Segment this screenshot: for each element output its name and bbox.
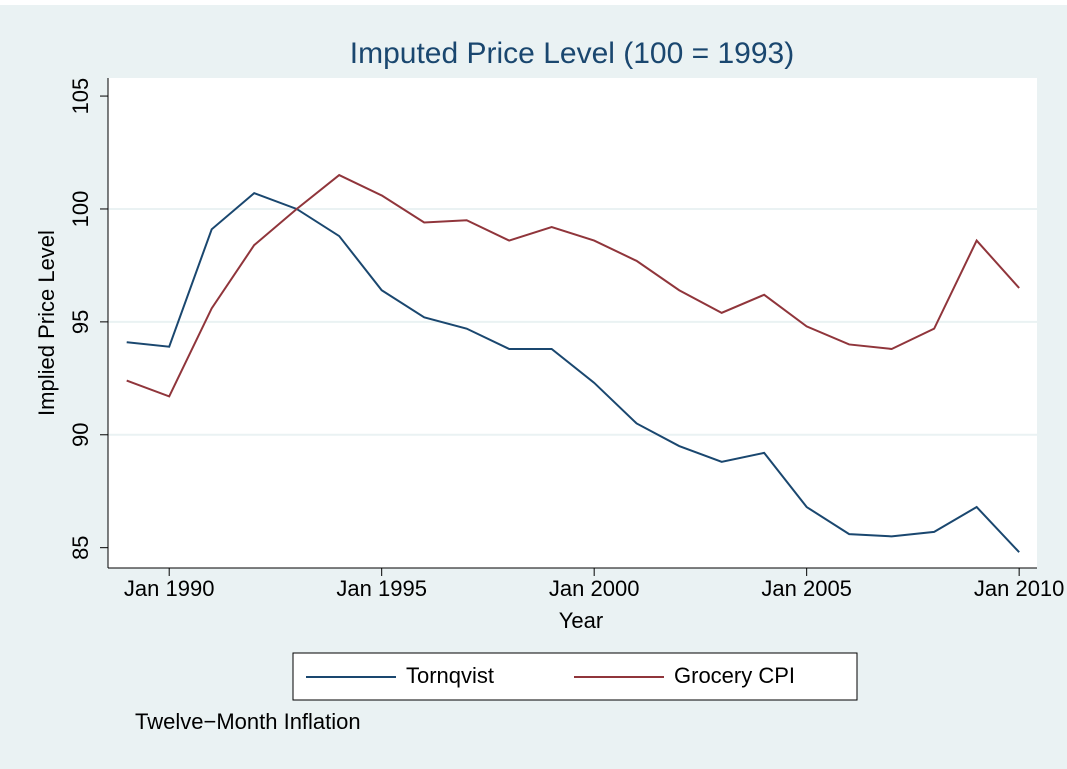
y-tick-label: 100 xyxy=(68,191,93,228)
y-tick-label: 85 xyxy=(68,535,93,559)
x-tick-label: Jan 2010 xyxy=(974,576,1065,601)
x-tick-label: Jan 2000 xyxy=(549,576,640,601)
note: Twelve−Month Inflation xyxy=(135,709,361,734)
y-tick-label: 95 xyxy=(68,310,93,334)
y-tick-label: 105 xyxy=(68,78,93,115)
y-tick-label: 90 xyxy=(68,423,93,447)
legend-label: Grocery CPI xyxy=(674,663,795,688)
x-tick-label: Jan 1990 xyxy=(124,576,215,601)
series-line xyxy=(126,192,1020,553)
x-axis-label: Year xyxy=(559,608,603,633)
y-axis-label: Implied Price Level xyxy=(34,230,59,416)
legend-label: Tornqvist xyxy=(406,663,494,688)
series-line xyxy=(126,173,1020,398)
x-tick-label: Jan 1995 xyxy=(336,576,427,601)
x-tick-label: Jan 2005 xyxy=(761,576,852,601)
chart-title: Imputed Price Level (100 = 1993) xyxy=(350,37,794,70)
plot-area xyxy=(108,78,1037,568)
